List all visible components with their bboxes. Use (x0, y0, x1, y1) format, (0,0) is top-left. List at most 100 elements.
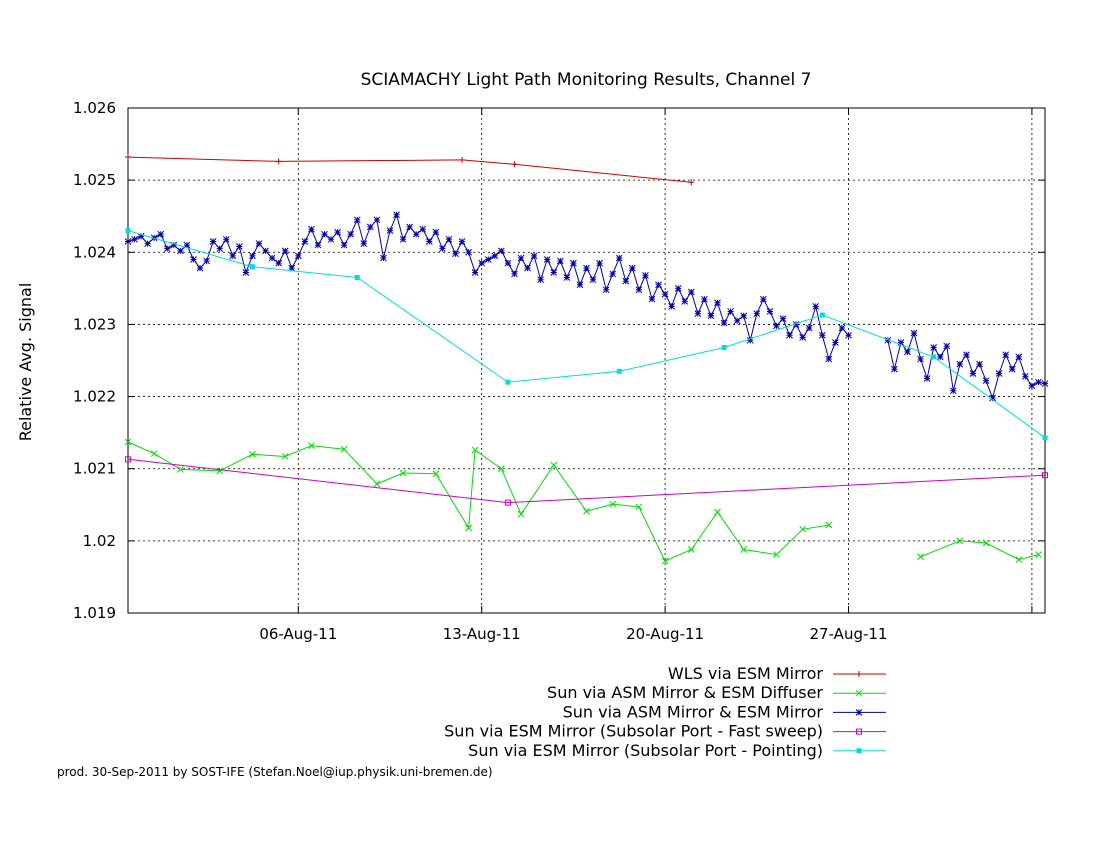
sun-asm-esm-mirror-point (825, 355, 833, 363)
sun-asm-esm-mirror-point (419, 225, 427, 233)
series-sun-subsolar-fast-sweep (125, 456, 1048, 506)
sun-asm-esm-mirror-point (399, 235, 407, 243)
y-tick-label: 1.023 (73, 315, 116, 333)
sun-asm-esm-mirror-point (314, 241, 322, 249)
sun-asm-esm-mirror-point (281, 247, 289, 255)
sun-asm-esm-mirror-point (570, 259, 577, 267)
legend-item-sun-asm-esm-diffuser: Sun via ASM Mirror & ESM Diffuser (547, 683, 886, 702)
sun-asm-esm-diffuser-point (177, 466, 184, 473)
sun-subsolar-pointing-point (616, 368, 622, 374)
sun-asm-esm-mirror-point (524, 264, 531, 272)
sun-asm-esm-mirror-point (543, 256, 551, 263)
sun-asm-esm-mirror-point (491, 252, 499, 260)
sun-subsolar-pointing-point (354, 275, 360, 281)
sun-asm-esm-mirror-point (484, 256, 492, 263)
x-tick-label: 13-Aug-11 (443, 625, 521, 643)
sun-asm-esm-mirror-point (334, 228, 341, 236)
sun-asm-esm-mirror-point (832, 339, 839, 346)
y-tick-label: 1.025 (73, 171, 116, 189)
sun-asm-esm-mirror-point (923, 375, 931, 382)
sun-asm-esm-mirror-point (373, 216, 381, 224)
sun-asm-esm-mirror-point (452, 250, 459, 258)
sun-asm-esm-mirror-point (308, 225, 315, 233)
sun-asm-esm-mirror-point (740, 312, 748, 320)
wls-esm-mirror-point (459, 156, 466, 163)
sun-asm-esm-mirror-point (347, 230, 355, 238)
sun-asm-esm-mirror-point (727, 308, 734, 315)
sun-asm-esm-mirror-point (576, 281, 584, 289)
sun-asm-esm-mirror-point (137, 233, 145, 240)
sun-asm-esm-mirror-point (412, 230, 420, 238)
sun-asm-esm-mirror-point (550, 269, 558, 276)
sun-asm-esm-mirror-point (766, 308, 774, 315)
sun-asm-esm-mirror-point (380, 254, 387, 262)
sun-asm-esm-diffuser-point (340, 445, 348, 453)
sun-asm-esm-mirror-point (845, 331, 852, 339)
sun-asm-esm-mirror-point (583, 264, 590, 272)
sun-asm-esm-mirror-point (321, 230, 328, 238)
sun-asm-esm-diffuser-point (825, 521, 833, 529)
sun-asm-esm-mirror-point (648, 295, 656, 303)
legend-label: WLS via ESM Mirror (668, 664, 824, 683)
sun-asm-esm-mirror-point (209, 238, 217, 245)
sun-asm-esm-mirror-point (812, 303, 820, 310)
sun-asm-esm-mirror-point (701, 295, 708, 303)
legend-label: Sun via ESM Mirror (Subsolar Port - Fast… (444, 722, 823, 741)
sun-asm-esm-diffuser-point (432, 470, 440, 478)
sun-subsolar-pointing-point (249, 264, 255, 270)
sun-subsolar-pointing-point (931, 354, 937, 360)
sun-asm-esm-mirror-point (930, 344, 938, 351)
sun-asm-esm-mirror-point (445, 235, 453, 243)
sun-asm-esm-diffuser-point (799, 525, 807, 533)
sun-asm-esm-mirror-point (642, 272, 649, 279)
sun-asm-esm-mirror-point (425, 238, 433, 245)
legend-marker (856, 728, 862, 735)
series-layer (124, 154, 1049, 565)
sun-subsolar-pointing-point (125, 228, 131, 234)
legend-marker (856, 671, 862, 677)
legend-label: Sun via ASM Mirror & ESM Diffuser (547, 683, 823, 702)
sun-asm-esm-mirror-point (681, 297, 689, 305)
sun-asm-esm-mirror-point (982, 377, 990, 385)
grid (128, 108, 1045, 613)
sun-asm-esm-mirror-point (471, 269, 479, 276)
sun-asm-esm-mirror-point (779, 315, 787, 323)
sun-asm-esm-mirror-point (838, 324, 846, 332)
sun-asm-esm-mirror-point (786, 331, 793, 339)
sun-asm-esm-mirror-point (268, 254, 276, 262)
sun-asm-esm-mirror-point (216, 245, 224, 253)
sun-asm-esm-mirror-point (406, 223, 414, 231)
sun-asm-esm-mirror-point (1041, 380, 1049, 387)
sun-asm-esm-mirror-point (235, 243, 243, 250)
sun-asm-esm-mirror-point (799, 334, 807, 341)
chart-title: SCIAMACHY Light Path Monitoring Results,… (361, 70, 812, 90)
sun-asm-esm-mirror-point (183, 241, 191, 249)
sun-asm-esm-diffuser-line (127, 441, 829, 562)
sun-asm-esm-mirror-point (465, 248, 472, 256)
sun-asm-esm-mirror-point (1008, 365, 1016, 373)
sun-asm-esm-mirror-point (936, 353, 944, 361)
sun-asm-esm-mirror-point (890, 365, 898, 373)
sun-asm-esm-mirror-point (294, 252, 302, 260)
sun-asm-esm-mirror-point (1021, 373, 1029, 380)
sun-asm-esm-mirror-point (530, 252, 538, 260)
sun-asm-esm-mirror-point (753, 310, 761, 317)
sun-asm-esm-mirror-point (157, 230, 165, 238)
sun-asm-esm-mirror-point (124, 238, 132, 245)
sun-asm-esm-diffuser-point (124, 438, 132, 446)
sun-asm-esm-diffuser-point (465, 524, 472, 532)
sun-subsolar-pointing-point (721, 345, 727, 351)
sun-asm-esm-mirror-point (517, 254, 525, 262)
footer-credit: prod. 30-Sep-2011 by SOST-IFE (Stefan.No… (57, 765, 493, 779)
legend-marker (855, 709, 863, 716)
sun-subsolar-fast-sweep-line (127, 458, 1046, 504)
sun-asm-esm-mirror-point (989, 394, 996, 402)
series-sun-subsolar-pointing (125, 228, 1048, 441)
sun-asm-esm-mirror-point (393, 211, 400, 219)
sun-asm-esm-mirror-point (177, 247, 184, 255)
sun-subsolar-pointing-line (127, 230, 1046, 439)
sun-asm-esm-mirror-point (439, 245, 446, 253)
sun-asm-esm-mirror-point (976, 360, 983, 368)
sun-asm-esm-mirror-point (432, 228, 440, 236)
